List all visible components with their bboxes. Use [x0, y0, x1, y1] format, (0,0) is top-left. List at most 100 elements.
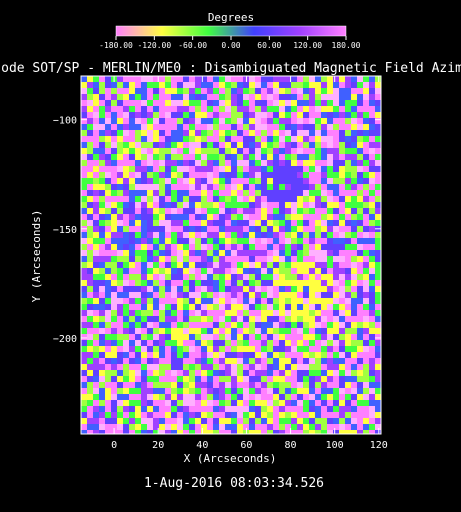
heatmap-cell	[153, 400, 159, 406]
heatmap-cell	[81, 88, 87, 94]
heatmap-cell	[123, 178, 129, 184]
heatmap-cell	[123, 202, 129, 208]
heatmap-cell	[189, 364, 195, 370]
heatmap-cell	[291, 370, 297, 376]
heatmap-cell	[291, 382, 297, 388]
heatmap-cell	[147, 184, 153, 190]
heatmap-cell	[363, 358, 369, 364]
heatmap-cell	[129, 262, 135, 268]
heatmap-cell	[99, 76, 105, 82]
heatmap-cell	[165, 340, 171, 346]
heatmap-cell	[255, 160, 261, 166]
heatmap-cell	[117, 262, 123, 268]
heatmap-cell	[195, 370, 201, 376]
heatmap-cell	[309, 346, 315, 352]
heatmap-cell	[129, 172, 135, 178]
heatmap-cell	[291, 376, 297, 382]
heatmap-cell	[261, 268, 267, 274]
heatmap-cell	[195, 250, 201, 256]
heatmap-cell	[177, 376, 183, 382]
heatmap-cell	[201, 148, 207, 154]
heatmap-cell	[369, 100, 375, 106]
heatmap-cell	[117, 94, 123, 100]
heatmap-cell	[327, 172, 333, 178]
heatmap-cell	[291, 100, 297, 106]
heatmap-cell	[309, 274, 315, 280]
heatmap-cell	[81, 232, 87, 238]
heatmap-cell	[165, 382, 171, 388]
heatmap-cell	[351, 430, 357, 434]
heatmap-cell	[231, 310, 237, 316]
heatmap-cell	[345, 280, 351, 286]
heatmap-cell	[291, 82, 297, 88]
heatmap-cell	[297, 118, 303, 124]
heatmap-cell	[183, 364, 189, 370]
heatmap-cell	[201, 142, 207, 148]
heatmap-cell	[219, 286, 225, 292]
heatmap-cell	[267, 250, 273, 256]
heatmap-cell	[153, 364, 159, 370]
heatmap-cell	[333, 202, 339, 208]
heatmap-cell	[195, 124, 201, 130]
heatmap-cell	[237, 166, 243, 172]
heatmap-cell	[189, 262, 195, 268]
heatmap-cell	[105, 370, 111, 376]
heatmap-cell	[243, 280, 249, 286]
heatmap-cell	[99, 274, 105, 280]
heatmap-cell	[99, 238, 105, 244]
heatmap-cell	[267, 100, 273, 106]
heatmap-cell	[141, 238, 147, 244]
heatmap-cell	[99, 94, 105, 100]
heatmap-cell	[273, 160, 279, 166]
heatmap-cell	[237, 406, 243, 412]
heatmap-cell	[273, 136, 279, 142]
heatmap-cell	[201, 280, 207, 286]
heatmap-cell	[333, 166, 339, 172]
heatmap-cell	[213, 190, 219, 196]
heatmap-cell	[351, 142, 357, 148]
heatmap-cell	[261, 334, 267, 340]
heatmap-cell	[297, 184, 303, 190]
heatmap-cell	[273, 370, 279, 376]
heatmap-cell	[363, 226, 369, 232]
heatmap-cell	[351, 304, 357, 310]
heatmap-cell	[225, 322, 231, 328]
heatmap-cell	[261, 418, 267, 424]
heatmap-cell	[345, 250, 351, 256]
heatmap-cell	[345, 100, 351, 106]
heatmap-cell	[165, 190, 171, 196]
heatmap-cell	[375, 376, 381, 382]
heatmap-cell	[105, 148, 111, 154]
heatmap-cell	[171, 184, 177, 190]
heatmap-cell	[327, 202, 333, 208]
heatmap-cell	[189, 418, 195, 424]
heatmap-cell	[159, 184, 165, 190]
heatmap-cell	[321, 112, 327, 118]
heatmap-cell	[183, 322, 189, 328]
heatmap-cell	[189, 358, 195, 364]
heatmap-cell	[285, 340, 291, 346]
heatmap-cell	[243, 112, 249, 118]
heatmap-cell	[315, 232, 321, 238]
heatmap-cell	[189, 310, 195, 316]
heatmap-cell	[183, 340, 189, 346]
heatmap-cell	[255, 244, 261, 250]
heatmap-cell	[87, 274, 93, 280]
heatmap-cell	[309, 190, 315, 196]
heatmap-cell	[105, 424, 111, 430]
heatmap-cell	[267, 178, 273, 184]
heatmap-cell	[87, 166, 93, 172]
heatmap-cell	[171, 340, 177, 346]
heatmap-cell	[141, 280, 147, 286]
heatmap-cell	[225, 328, 231, 334]
heatmap-cell	[345, 136, 351, 142]
heatmap-cell	[105, 286, 111, 292]
heatmap-cell	[363, 274, 369, 280]
heatmap-cell	[165, 226, 171, 232]
heatmap-cell	[339, 280, 345, 286]
heatmap-cell	[225, 424, 231, 430]
heatmap-cell	[351, 220, 357, 226]
heatmap-cell	[297, 340, 303, 346]
heatmap-cell	[159, 352, 165, 358]
heatmap-cell	[267, 184, 273, 190]
